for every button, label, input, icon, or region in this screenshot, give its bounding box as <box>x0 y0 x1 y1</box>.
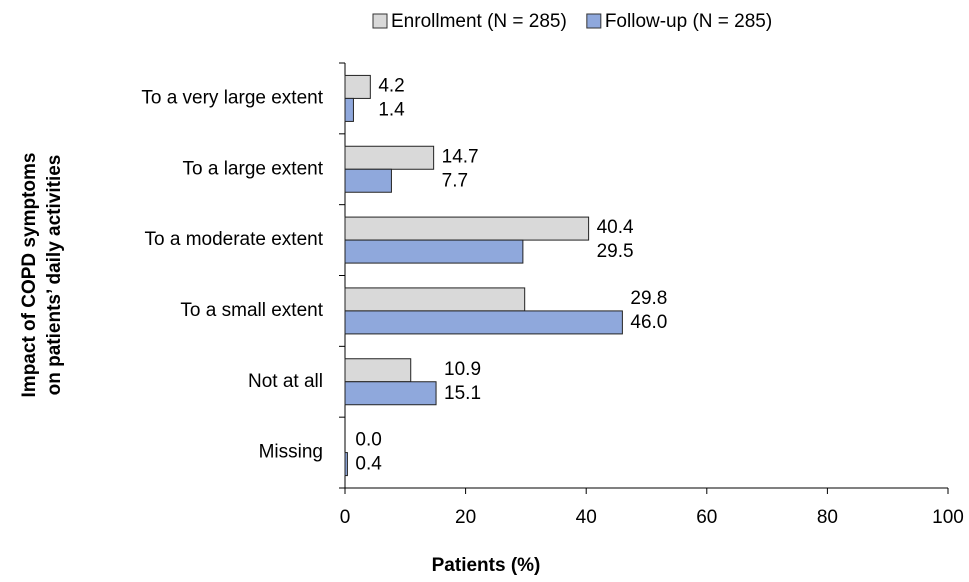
y-axis-title-line: on patients’ daily activities <box>44 155 65 396</box>
x-axis-title: Patients (%) <box>432 555 541 576</box>
bar <box>344 287 526 312</box>
bar <box>344 74 371 99</box>
value-label: 29.8 <box>630 288 667 309</box>
value-label: 14.7 <box>442 146 479 167</box>
y-tick-label: Not at all <box>248 371 323 392</box>
y-tick-label: Missing <box>259 442 323 463</box>
y-tick-label: To a large extent <box>183 158 324 179</box>
y-tick-label: To a very large extent <box>141 87 323 108</box>
value-label: 29.5 <box>597 241 634 262</box>
y-axis-title-line: Impact of COPD symptoms <box>19 153 40 398</box>
legend-swatch <box>586 13 602 29</box>
y-tick-label: To a small extent <box>180 300 323 321</box>
value-label: 7.7 <box>442 170 468 191</box>
value-label: 10.9 <box>444 359 481 380</box>
bar <box>344 145 435 170</box>
value-label: 1.4 <box>378 99 405 120</box>
bar <box>344 216 590 241</box>
bar <box>344 239 524 264</box>
value-label: 15.1 <box>444 383 481 404</box>
x-tick-label: 100 <box>932 507 964 528</box>
legend-label: Enrollment (N = 285) <box>391 11 567 32</box>
bar <box>344 358 412 383</box>
x-tick-label: 60 <box>696 507 717 528</box>
bar <box>344 452 348 477</box>
value-label: 46.0 <box>630 312 667 333</box>
x-tick-label: 40 <box>576 507 597 528</box>
value-label: 0.4 <box>355 454 382 475</box>
value-label: 0.0 <box>355 430 381 451</box>
value-label: 4.2 <box>378 75 404 96</box>
x-tick-label: 80 <box>817 507 838 528</box>
legend-swatch <box>372 13 388 29</box>
value-label: 40.4 <box>597 217 634 238</box>
bar <box>344 381 437 406</box>
legend-label: Follow-up (N = 285) <box>605 11 772 32</box>
x-tick-label: 20 <box>455 507 476 528</box>
bar <box>344 97 354 122</box>
y-tick-label: To a moderate extent <box>145 229 324 250</box>
x-tick-label: 0 <box>340 507 351 528</box>
bar <box>344 168 392 193</box>
bar <box>344 310 623 335</box>
y-axis-title: Impact of COPD symptoms on patients’ dai… <box>19 153 65 398</box>
